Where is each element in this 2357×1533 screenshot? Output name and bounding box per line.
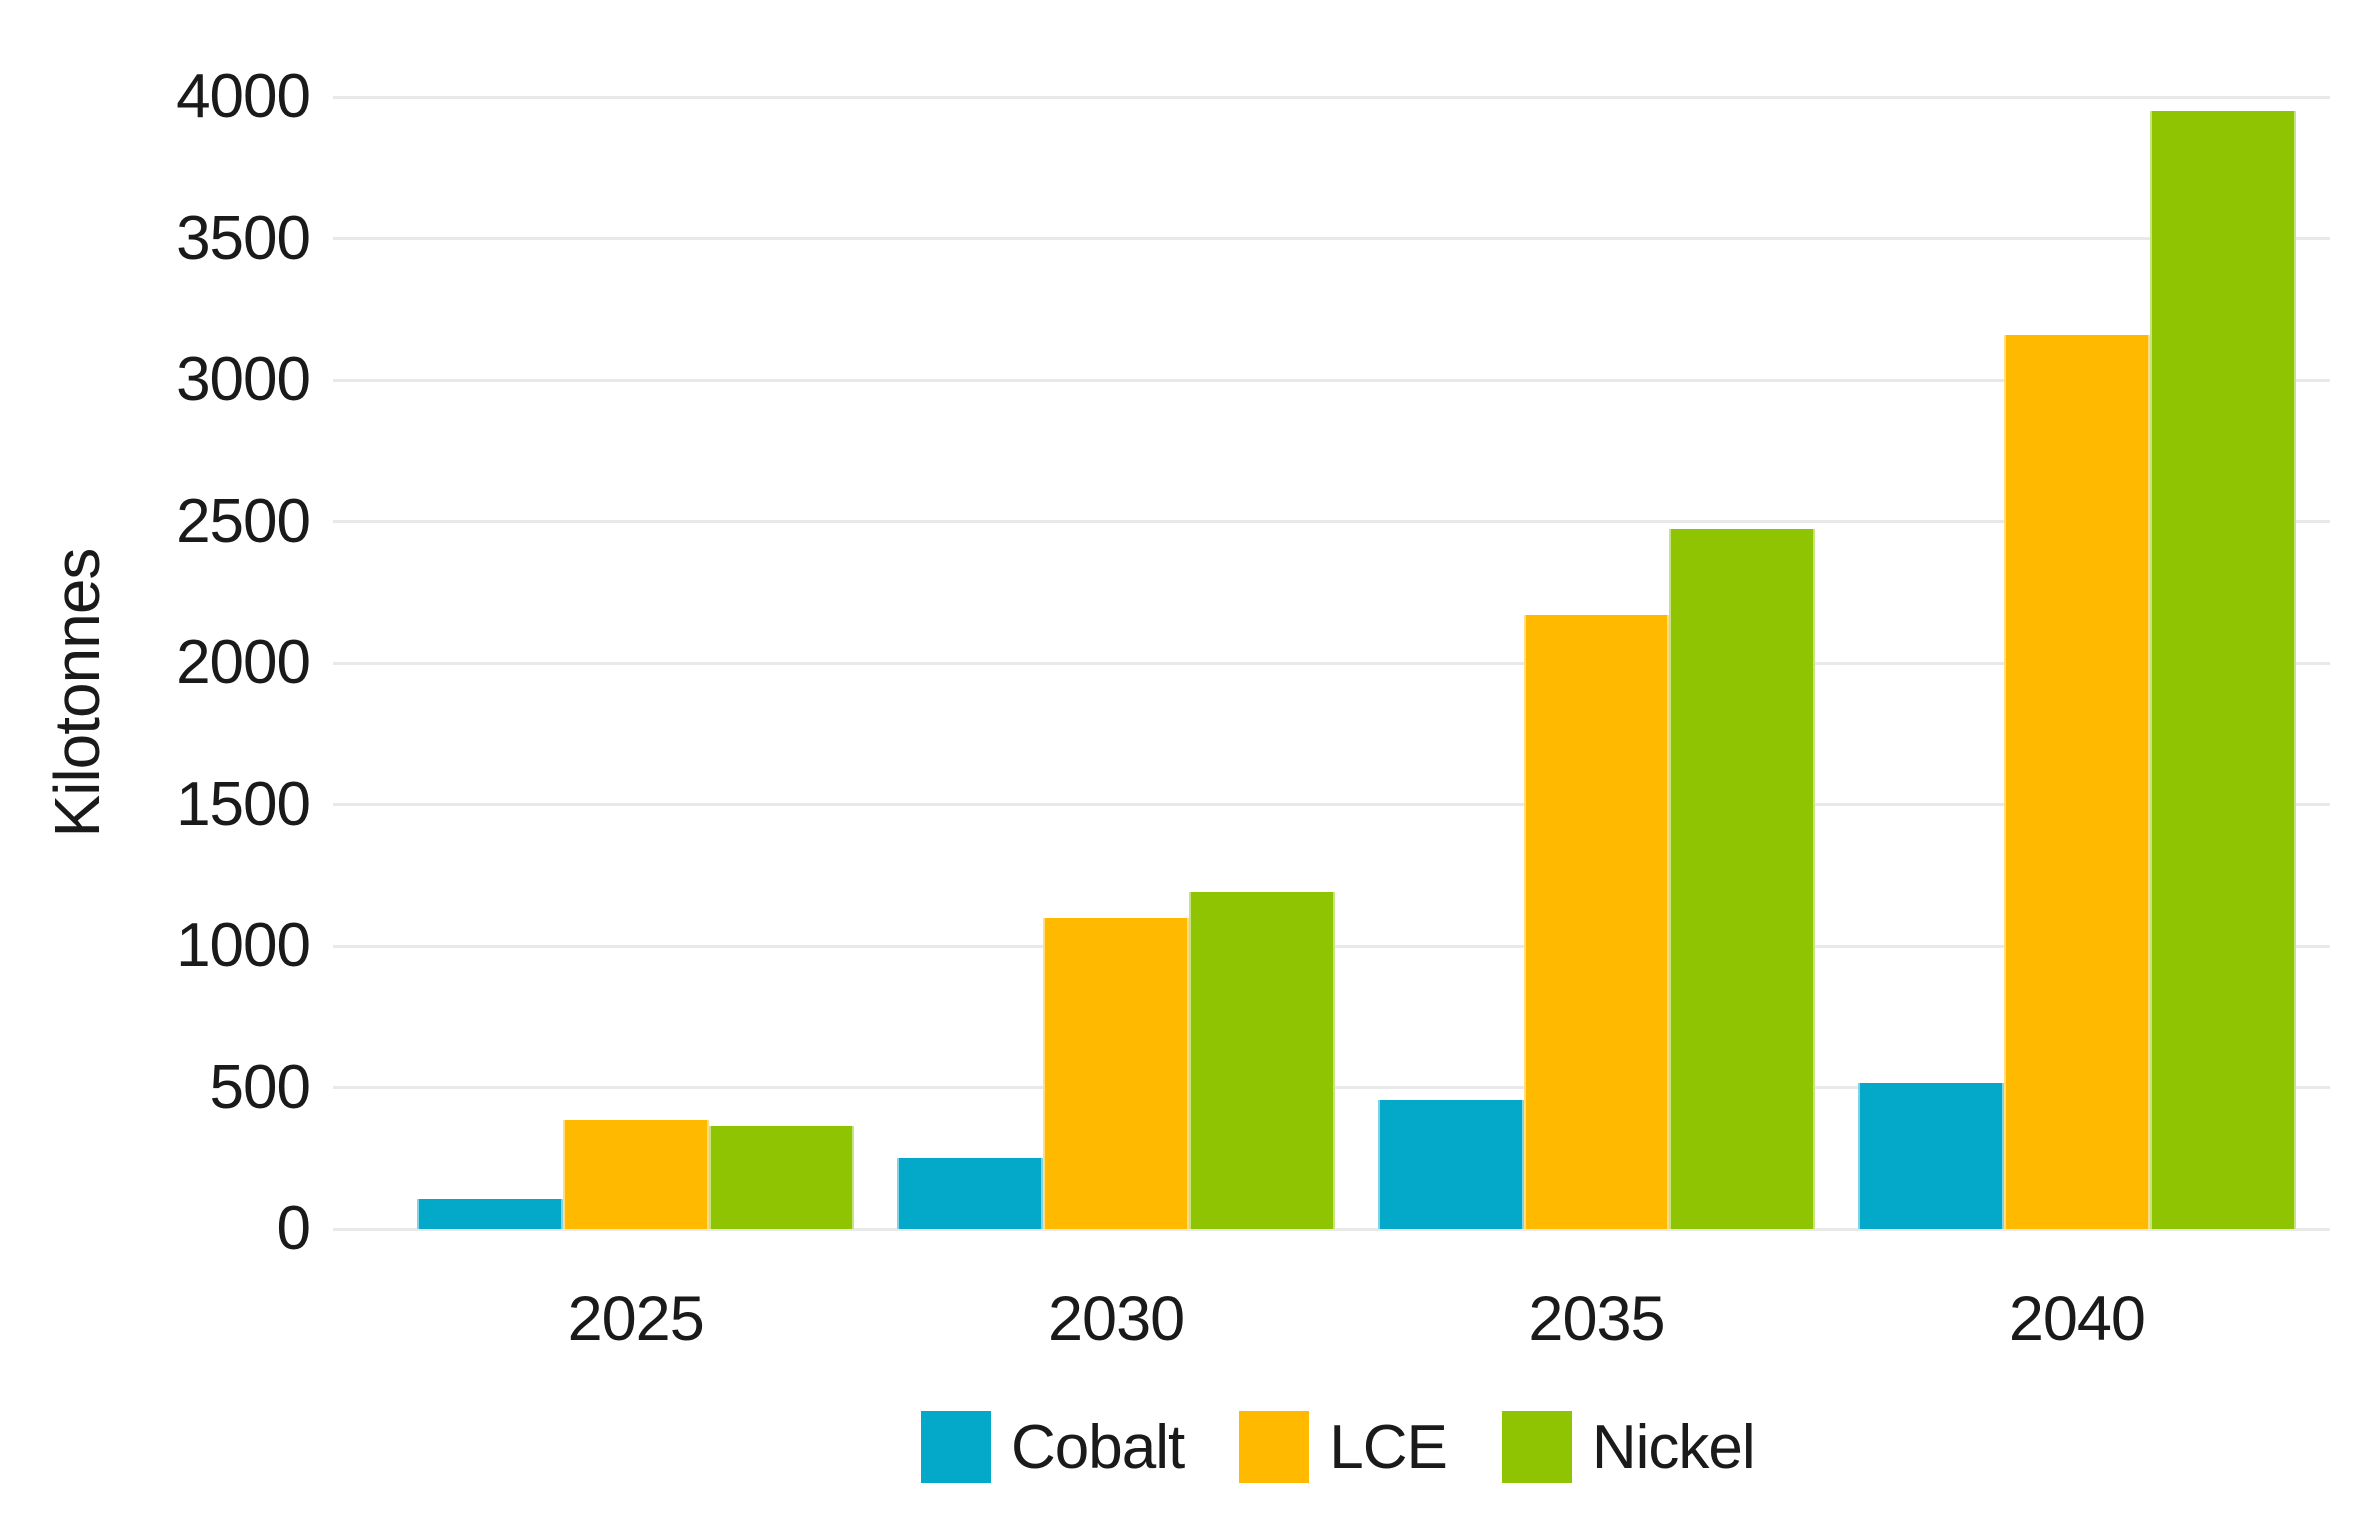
bar-lce-2030	[1043, 917, 1189, 1229]
gridline-4000	[333, 95, 2330, 99]
bar-lce-2040	[2004, 334, 2150, 1229]
legend-item-lce: LCE	[1239, 1411, 1448, 1483]
gridline-1500	[333, 803, 2330, 806]
y-tick-label-2500: 2500	[176, 486, 311, 556]
legend-label-lce: LCE	[1329, 1412, 1448, 1482]
y-tick-label-3000: 3000	[176, 345, 311, 414]
bar-nickel-2035	[1669, 528, 1816, 1229]
legend-item-nickel: Nickel	[1501, 1411, 1756, 1483]
gridline-0	[333, 1227, 2330, 1231]
y-tick-label-3500: 3500	[176, 203, 311, 273]
legend-swatch-nickel	[1501, 1411, 1572, 1483]
bar-cobalt-2035	[1377, 1100, 1524, 1229]
legend-swatch-cobalt	[921, 1411, 991, 1483]
y-tick-label-1500: 1500	[176, 769, 311, 839]
legend-item-cobalt: Cobalt	[921, 1411, 1185, 1483]
x-tick-label-2035: 2035	[1528, 1284, 1665, 1354]
bar-cobalt-2025	[417, 1199, 563, 1229]
x-tick-label-2030: 2030	[1048, 1284, 1185, 1354]
x-tick-label-2025: 2025	[567, 1284, 705, 1354]
y-tick-label-0: 0	[276, 1194, 311, 1263]
gridline-2500	[333, 520, 2330, 523]
y-tick-label-500: 500	[209, 1052, 311, 1122]
bar-nickel-2025	[708, 1125, 855, 1229]
bar-nickel-2040	[2149, 111, 2296, 1229]
y-tick-label-1000: 1000	[176, 911, 311, 980]
gridline-3000	[333, 378, 2330, 382]
bar-nickel-2030	[1189, 892, 1335, 1229]
legend-label-cobalt: Cobalt	[1011, 1412, 1185, 1482]
legend-label-nickel: Nickel	[1591, 1412, 1756, 1482]
y-tick-label-2000: 2000	[176, 628, 311, 697]
x-tick-label-2040: 2040	[2008, 1284, 2146, 1354]
gridline-3500	[333, 237, 2330, 240]
gridline-2000	[333, 661, 2330, 665]
y-axis-title: Kilotonnes	[41, 548, 113, 838]
legend: Cobalt LCE Nickel	[921, 1411, 1756, 1483]
bar-lce-2035	[1523, 614, 1670, 1229]
y-tick-label-4000: 4000	[176, 62, 311, 131]
legend-swatch-lce	[1239, 1411, 1310, 1483]
bar-cobalt-2030	[897, 1158, 1044, 1229]
bar-cobalt-2040	[1858, 1083, 2004, 1229]
bar-lce-2025	[562, 1120, 709, 1229]
